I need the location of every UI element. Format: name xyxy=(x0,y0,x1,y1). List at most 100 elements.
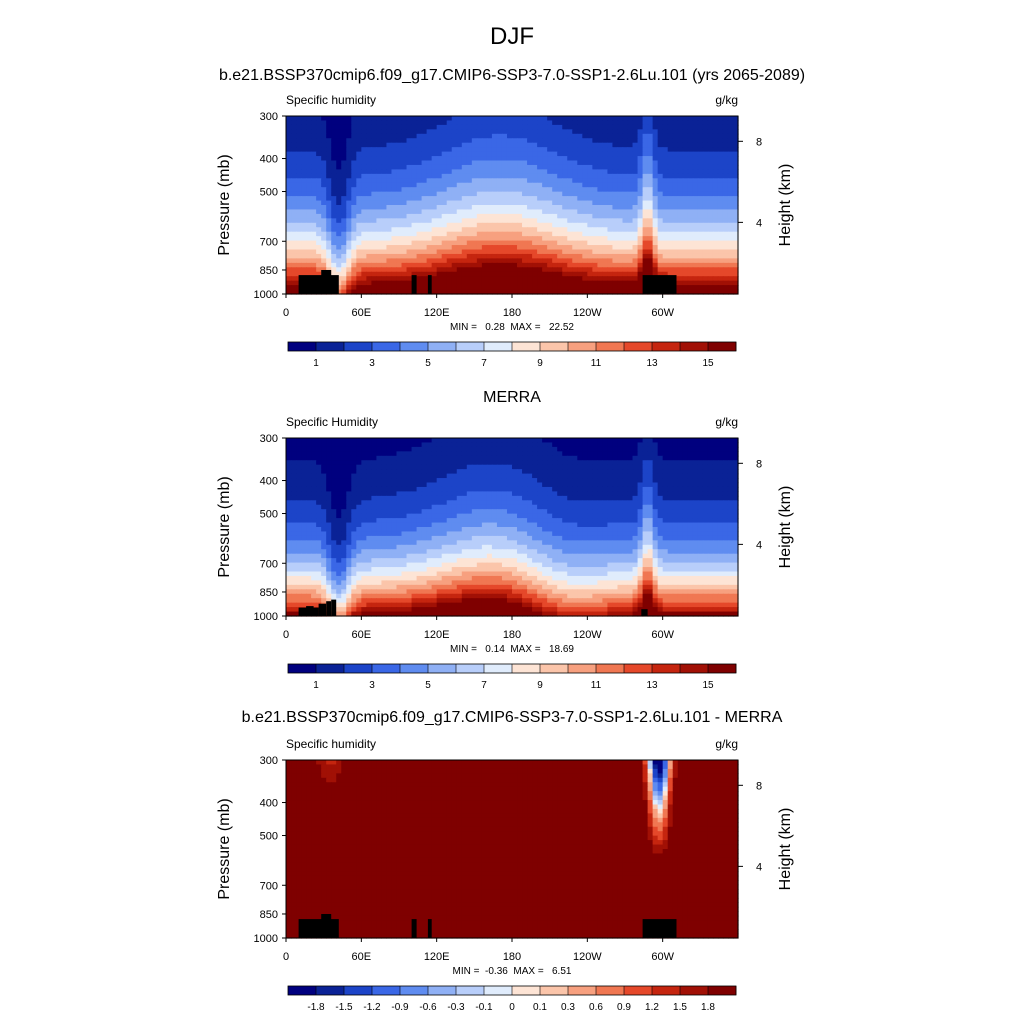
field-cell xyxy=(406,218,413,224)
field-cell xyxy=(632,240,639,246)
field-cell xyxy=(406,182,413,188)
field-cell xyxy=(607,473,614,479)
field-cell xyxy=(466,253,473,259)
field-cell xyxy=(522,178,528,184)
field-cell xyxy=(486,169,493,175)
field-cell xyxy=(517,231,523,237)
field-cell xyxy=(732,486,739,492)
field-cell xyxy=(296,240,302,246)
field-cell xyxy=(652,258,659,264)
field-cell xyxy=(491,213,498,219)
field-cell xyxy=(532,442,538,448)
field-cell xyxy=(607,124,614,130)
field-cell xyxy=(291,289,297,295)
field-cell xyxy=(366,249,372,255)
field-cell xyxy=(326,240,332,246)
field-cell xyxy=(682,169,689,175)
field-cell xyxy=(506,500,513,506)
field-cell xyxy=(622,289,629,295)
field-cell xyxy=(722,280,729,286)
field-cell xyxy=(361,124,367,130)
field-cell xyxy=(627,231,634,237)
field-cell xyxy=(577,200,583,206)
field-cell xyxy=(316,473,322,479)
field-cell xyxy=(461,500,468,506)
field-cell xyxy=(476,209,483,215)
field-cell xyxy=(371,169,377,175)
field-cell xyxy=(496,164,503,170)
field-cell xyxy=(411,245,418,251)
field-cell xyxy=(527,218,533,224)
field-cell xyxy=(456,276,463,282)
field-cell xyxy=(431,438,438,444)
field-cell xyxy=(341,129,347,135)
field-cell xyxy=(506,285,513,291)
xtick-label: 60W xyxy=(651,307,674,319)
field-cell xyxy=(471,129,478,135)
field-cell xyxy=(391,464,398,470)
field-cell xyxy=(291,478,297,484)
field-cell xyxy=(311,491,317,497)
field-cell xyxy=(547,486,553,492)
field-cell xyxy=(617,491,624,497)
field-cell xyxy=(532,451,538,457)
field-cell xyxy=(396,231,403,237)
field-cell xyxy=(406,451,413,457)
field-cell xyxy=(291,240,297,246)
field-cell xyxy=(426,473,433,479)
field-cell xyxy=(592,245,598,251)
field-cell xyxy=(421,267,428,273)
field-cell xyxy=(376,120,383,126)
field-cell xyxy=(552,464,558,470)
field-cell xyxy=(567,451,573,457)
field-cell xyxy=(301,138,307,144)
field-cell xyxy=(431,138,438,144)
field-cell xyxy=(396,227,403,233)
field-cell xyxy=(481,267,488,273)
field-cell xyxy=(627,285,634,291)
field-cell xyxy=(607,151,614,157)
field-cell xyxy=(471,200,478,206)
field-cell xyxy=(607,262,614,268)
field-cell xyxy=(582,129,588,135)
field-cell xyxy=(697,486,704,492)
field-cell xyxy=(727,236,734,242)
field-cell xyxy=(371,231,377,237)
field-cell xyxy=(406,438,413,444)
field-cell xyxy=(732,240,739,246)
field-cell xyxy=(522,271,528,277)
field-cell xyxy=(456,173,463,179)
field-cell xyxy=(441,231,448,237)
field-cell xyxy=(456,227,463,233)
field-cell xyxy=(542,156,548,162)
field-cell xyxy=(491,218,498,224)
field-cell xyxy=(391,142,398,148)
field-cell xyxy=(552,213,558,219)
field-cell xyxy=(286,495,292,501)
field-cell xyxy=(371,495,377,501)
field-cell xyxy=(466,478,473,484)
field-cell xyxy=(712,205,719,211)
field-cell xyxy=(527,253,533,259)
field-cell xyxy=(542,262,548,268)
field-cell xyxy=(411,482,418,488)
field-cell xyxy=(712,200,719,206)
field-cell xyxy=(717,200,724,206)
field-cell xyxy=(306,147,312,153)
field-cell xyxy=(682,209,689,215)
field-cell xyxy=(306,271,312,277)
field-cell xyxy=(361,482,367,488)
field-cell xyxy=(582,451,588,457)
field-cell xyxy=(687,147,694,153)
field-cell xyxy=(647,495,654,501)
field-cell xyxy=(346,200,352,206)
field-cell xyxy=(321,464,327,470)
field-cell xyxy=(577,478,583,484)
field-cell xyxy=(642,482,649,488)
field-cell xyxy=(702,267,709,273)
field-cell xyxy=(386,222,393,228)
field-cell xyxy=(496,133,503,139)
field-cell xyxy=(612,222,619,228)
field-cell xyxy=(617,258,624,264)
field-cell xyxy=(547,253,553,259)
